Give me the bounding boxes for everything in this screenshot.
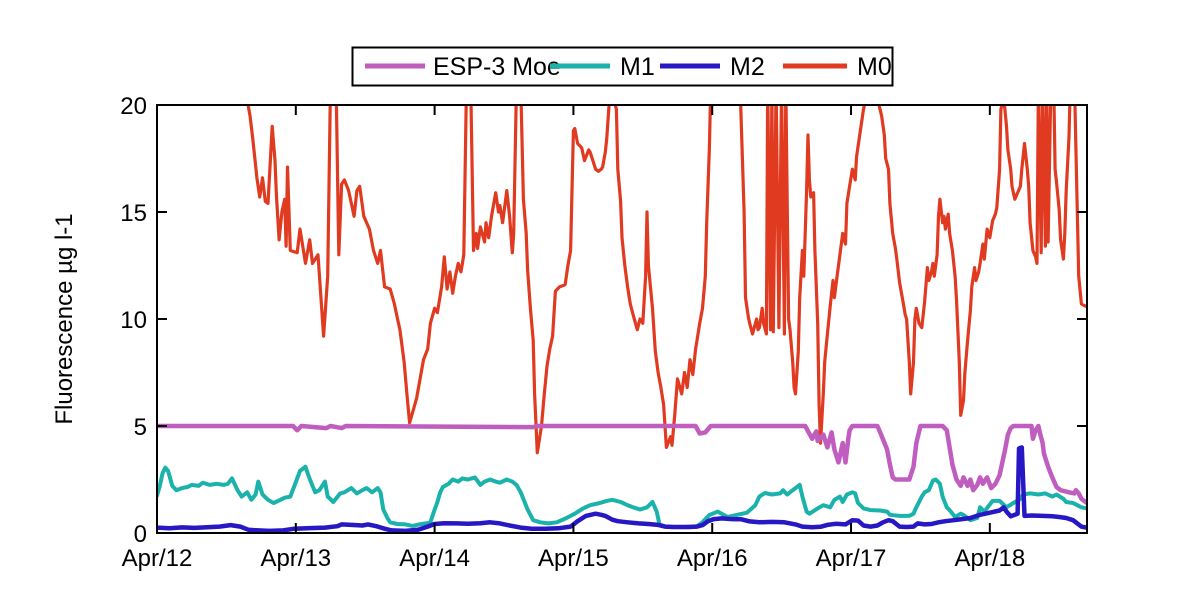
legend-label-esp-3-moe: ESP-3 Moe	[433, 53, 561, 81]
legend-label-m0: M0	[857, 53, 892, 81]
series-line-m1	[157, 464, 1087, 529]
x-tick-label: Apr/18	[954, 545, 1025, 572]
legend-label-m1: M1	[620, 53, 655, 81]
x-tick-label: Apr/15	[538, 545, 609, 572]
series-layer	[157, 105, 1087, 533]
x-tick-label: Apr/12	[122, 545, 193, 572]
series-line-esp-3-moe	[157, 423, 1087, 506]
series-line-m2	[157, 445, 1087, 533]
plot-border	[156, 104, 1088, 534]
y-axis-title: Fluorescence µg l-1	[51, 213, 78, 424]
y-tick-label: 15	[120, 200, 147, 227]
legend: ESP-3 Moe M1 M2 M0	[351, 46, 894, 87]
x-tick-label: Apr/13	[260, 545, 331, 572]
series-line-m0	[246, 105, 1087, 455]
x-tick-label: Apr/16	[677, 545, 748, 572]
x-tick-label: Apr/14	[399, 545, 470, 572]
x-tick-label: Apr/17	[816, 545, 887, 572]
axis-layer: Apr/12 Apr/13 Apr/14 Apr/15 Apr/16 Apr/17 Apr/…	[120, 93, 1086, 572]
y-tick-label: 10	[120, 307, 147, 334]
y-tick-label: 5	[134, 414, 147, 441]
y-tick-label: 0	[134, 521, 147, 548]
legend-label-m2: M2	[730, 53, 765, 81]
y-tick-label: 20	[120, 93, 147, 120]
